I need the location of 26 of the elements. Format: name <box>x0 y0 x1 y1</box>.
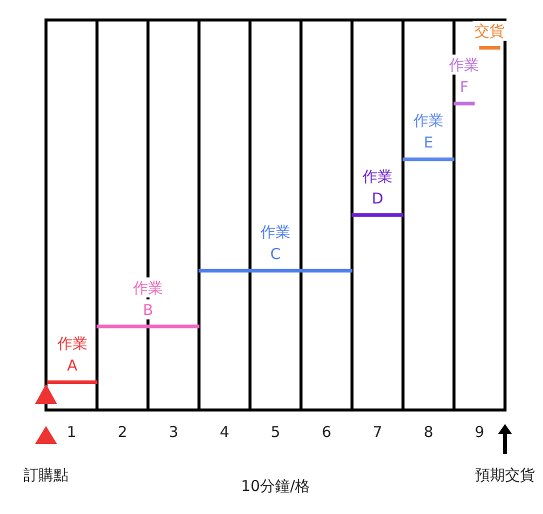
y-tick-label: 作業 E <box>412 112 444 152</box>
x-tick-label: 3 <box>168 422 178 441</box>
y-tick-label: 作業 F <box>448 56 480 96</box>
x-tick-label: 7 <box>372 422 382 441</box>
bar <box>47 380 98 384</box>
bar <box>454 102 475 106</box>
x-tick-label: 4 <box>220 422 230 441</box>
text: 訂購點 <box>24 466 68 484</box>
y-tick-label: 作業 C <box>260 223 290 264</box>
bar <box>402 157 454 162</box>
y-tick-label: 作業 B <box>132 278 163 319</box>
x-tick-label: 1 <box>66 422 76 441</box>
y-tick-label: 作業 A <box>56 334 88 375</box>
bar <box>96 324 200 328</box>
x-tick-label: 9 <box>474 422 484 441</box>
y-tick-label: 作業 D <box>362 167 392 208</box>
x-tick-label: 6 <box>322 422 332 441</box>
bar <box>479 46 500 50</box>
text: 預期交貨 <box>475 466 535 484</box>
bar <box>352 213 404 217</box>
x-tick-label: 8 <box>424 422 434 441</box>
x-tick-label: 5 <box>270 422 280 441</box>
x-axis-title: 10分鐘/格 <box>240 476 310 495</box>
bar <box>198 268 352 273</box>
y-tick-label: 交貨 <box>474 22 505 40</box>
x-tick-label: 2 <box>118 422 128 441</box>
